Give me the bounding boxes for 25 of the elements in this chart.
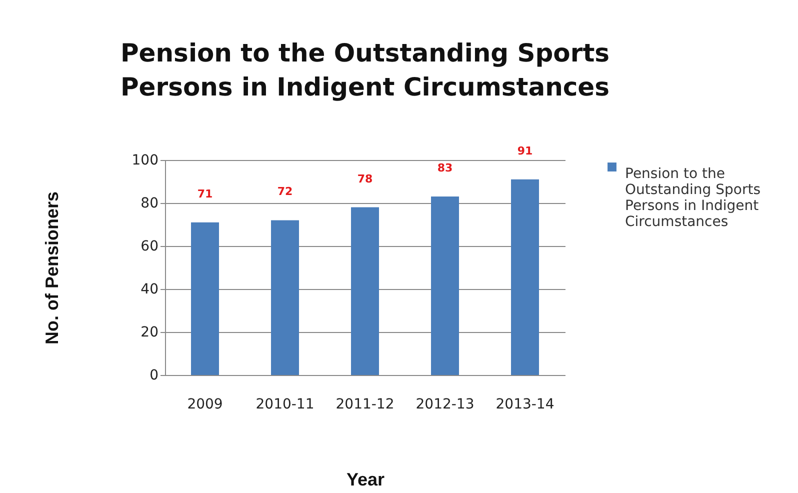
y-tick-label: 100 (132, 152, 158, 168)
data-label: 83 (437, 162, 453, 175)
x-tick-label: 2011-12 (336, 396, 394, 412)
y-axis-title: No. of Pensioners (42, 191, 62, 345)
bar (351, 207, 379, 375)
y-tick-label: 80 (140, 196, 158, 212)
bar (431, 196, 459, 375)
y-tick-label: 0 (150, 368, 158, 384)
bar (511, 179, 539, 375)
x-tick-label: 2010-11 (256, 396, 314, 412)
data-label: 78 (357, 172, 373, 186)
y-tick-label: 20 (140, 324, 158, 340)
chart-title: Pension to the Outstanding Sports Persons in Indigent Circumstances (120, 38, 610, 102)
x-tick-label: 2013-14 (496, 396, 554, 412)
x-axis-title: Year (346, 470, 385, 490)
bar (271, 220, 299, 375)
data-label: 72 (277, 185, 293, 198)
x-tick-label: 2009 (187, 396, 223, 412)
y-tick-label: 40 (140, 282, 158, 298)
data-label: 91 (517, 144, 533, 158)
bar (191, 222, 219, 375)
x-tick-label: 2012-13 (416, 396, 474, 412)
legend-label: Pension to the Outstanding Sports Persons in Indigent Circumstances (625, 166, 760, 230)
y-tick-label: 60 (140, 238, 158, 254)
data-label: 71 (197, 187, 213, 200)
